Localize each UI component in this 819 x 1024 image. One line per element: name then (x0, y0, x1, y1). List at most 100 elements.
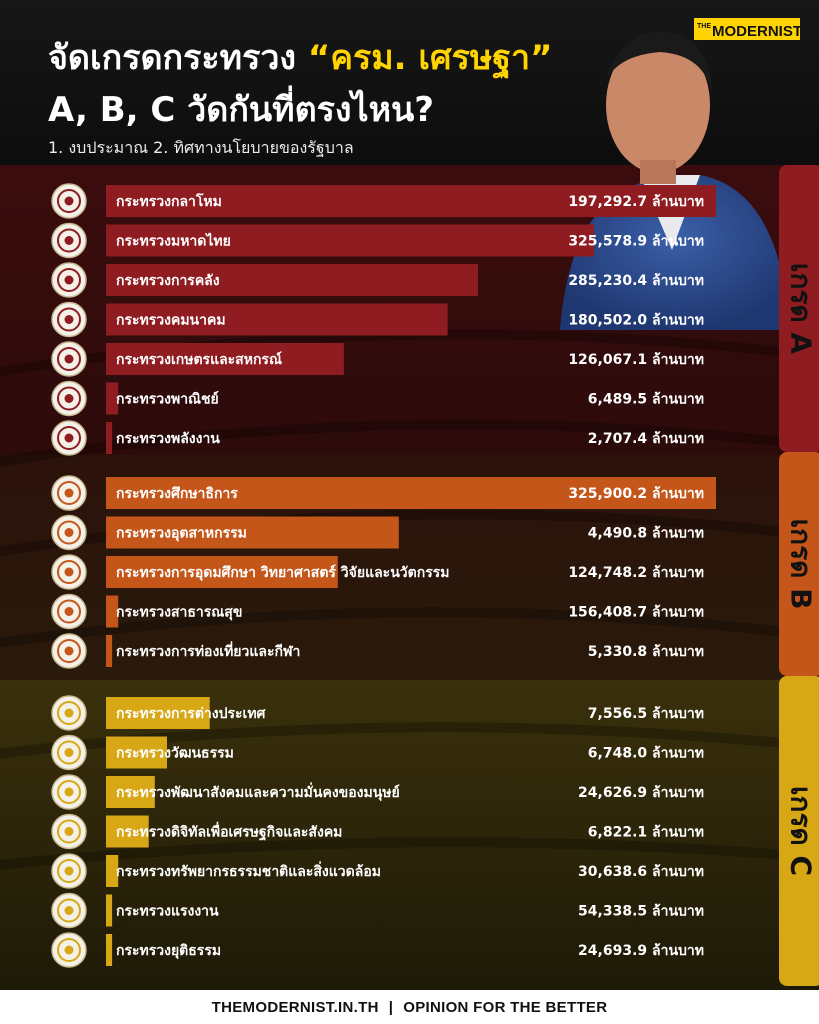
svg-text:MODERNIST: MODERNIST (712, 23, 800, 40)
bar-value-label: 4,490.8 ล้านบาท (588, 526, 704, 542)
bar-value-label: 54,338.5 ล้านบาท (578, 904, 704, 920)
ministry-seal-icon (51, 222, 87, 259)
bar (106, 264, 479, 296)
bar (106, 776, 155, 808)
chart-row: กระทรวงพัฒนาสังคมและความมั่นคงของมนุษย์ 2… (51, 774, 704, 810)
grade-tab-label: เกรด B (785, 519, 818, 610)
grade-group: เกรด A กระทรวงกลาโหม 197,292.7 ล้านบาทกระท… (51, 165, 819, 456)
ministry-seal-icon (51, 301, 87, 338)
bar-value-label: 325,900.2 ล้านบาท (568, 486, 704, 502)
bar-category-label: กระทรวงศึกษาธิการ (116, 485, 238, 502)
budget-chart: เกรด A กระทรวงกลาโหม 197,292.7 ล้านบาทกระท… (51, 165, 819, 986)
footer: THEMODERNIST.IN.TH | OPINION FOR THE BET… (0, 990, 819, 1024)
bar-category-label: กระทรวงวัฒนธรรม (116, 746, 234, 762)
bar-category-label: กระทรวงกลาโหม (116, 192, 222, 210)
title-text: จัดเกรดกระทรวง (48, 38, 308, 78)
grade-tab (779, 452, 819, 676)
bar-value-label: 156,408.7 ล้านบาท (568, 605, 704, 621)
bar (106, 303, 448, 336)
bar (106, 736, 167, 769)
ministry-seal-icon (51, 514, 87, 551)
bar (106, 477, 716, 509)
grade-tab (779, 676, 819, 986)
bar (106, 894, 113, 927)
bar (106, 185, 716, 217)
footer-site[interactable]: THEMODERNIST.IN.TH (211, 998, 379, 1016)
chart-row: กระทรวงวัฒนธรรม 6,748.0 ล้านบาท (51, 734, 704, 771)
svg-text:THE: THE (697, 23, 711, 30)
bar-category-label: กระทรวงคมนาคม (116, 313, 226, 329)
chart-row: กระทรวงทรัพยากรธรรมชาติและสิ่งแวดล้อม 30,… (51, 853, 704, 889)
bar (106, 635, 113, 667)
ministry-seal-icon (51, 341, 87, 377)
chart-row: กระทรวงแรงงาน 54,338.5 ล้านบาท (51, 892, 704, 929)
bar-category-label: กระทรวงการต่างประเทศ (116, 706, 267, 722)
footer-tagline: OPINION FOR THE BETTER (403, 998, 608, 1016)
bar (106, 934, 113, 966)
ministry-seal-icon (51, 932, 87, 968)
chart-row: กระทรวงดิจิทัลเพื่อเศรษฐกิจและสังคม 6,822… (51, 813, 704, 850)
ministry-seal-icon (51, 695, 87, 731)
grade-tab-label: เกรด C (785, 786, 818, 876)
ministry-seal-icon (51, 554, 87, 590)
bar-category-label: กระทรวงสาธารณสุข (116, 605, 242, 621)
bar (106, 595, 119, 628)
brand-logo: THE MODERNIST (694, 18, 800, 40)
chart-row: กระทรวงการคลัง 285,230.4 ล้านบาท (51, 262, 704, 298)
chart-row: กระทรวงเกษตรและสหกรณ์ 126,067.1 ล้านบาท (51, 341, 704, 377)
bar-category-label: กระทรวงการคลัง (116, 273, 220, 289)
bar-category-label: กระทรวงพาณิชย์ (116, 391, 219, 408)
chart-row: กระทรวงสาธารณสุข 156,408.7 ล้านบาท (51, 593, 704, 630)
bar-value-label: 24,693.9 ล้านบาท (578, 943, 704, 959)
bar (106, 382, 119, 415)
footer-separator: | (388, 998, 394, 1016)
bar-category-label: กระทรวงยุติธรรม (116, 943, 221, 959)
bar-value-label: 6,489.5 ล้านบาท (588, 392, 704, 408)
bar (106, 815, 149, 848)
chart-row: กระทรวงการอุดมศึกษา วิทยาศาสตร์ วิจัยและ… (51, 554, 704, 590)
ministry-seal-icon (51, 262, 87, 298)
chart-row: กระทรวงอุตสาหกรรม 4,490.8 ล้านบาท (51, 514, 704, 551)
bar-category-label: กระทรวงดิจิทัลเพื่อเศรษฐกิจและสังคม (116, 822, 342, 842)
grade-group: เกรด C กระทรวงการต่างประเทศ 7,556.5 ล้านบา… (51, 676, 819, 986)
ministry-seal-icon (51, 380, 87, 417)
chart-row: กระทรวงกลาโหม 197,292.7 ล้านบาท (51, 183, 716, 219)
chart-row: กระทรวงคมนาคม 180,502.0 ล้านบาท (51, 301, 704, 338)
bar-category-label: กระทรวงทรัพยากรธรรมชาติและสิ่งแวดล้อม (116, 861, 381, 880)
ministry-seal-icon (51, 183, 87, 219)
bar-category-label: กระทรวงการท่องเที่ยวและกีฬา (116, 641, 300, 660)
chart-row: กระทรวงพาณิชย์ 6,489.5 ล้านบาท (51, 380, 704, 417)
bar (106, 224, 594, 257)
bar-category-label: กระทรวงมหาดไทย (116, 232, 231, 250)
page-title-line2: A, B, C วัดกันที่ตรงไหน? (48, 90, 434, 130)
ministry-seal-icon (51, 633, 87, 669)
bar (106, 697, 210, 729)
chart-row: กระทรวงมหาดไทย 325,578.9 ล้านบาท (51, 222, 704, 259)
bar-value-label: 7,556.5 ล้านบาท (588, 706, 704, 722)
chart-row: กระทรวงยุติธรรม 24,693.9 ล้านบาท (51, 932, 704, 968)
bar-value-label: 325,578.9 ล้านบาท (568, 234, 704, 250)
ministry-seal-icon (51, 813, 87, 850)
bar-category-label: กระทรวงแรงงาน (116, 904, 219, 920)
bar-value-label: 6,748.0 ล้านบาท (588, 746, 704, 762)
grade-tab-label: เกรด A (785, 263, 818, 354)
chart-row: กระทรวงการต่างประเทศ 7,556.5 ล้านบาท (51, 695, 704, 731)
bar (106, 855, 119, 887)
bar-value-label: 2,707.4 ล้านบาท (588, 431, 704, 447)
page-title: จัดเกรดกระทรวง “ครม. เศรษฐา” (48, 30, 552, 84)
bar-value-label: 126,067.1 ล้านบาท (568, 352, 704, 368)
bar (106, 556, 338, 588)
bar-category-label: กระทรวงพลังงาน (116, 431, 220, 447)
bar (106, 422, 113, 454)
bar (106, 516, 399, 549)
ministry-seal-icon (51, 475, 87, 511)
bar-category-label: กระทรวงพัฒนาสังคมและความมั่นคงของมนุษย์ (116, 782, 400, 801)
bar-value-label: 6,822.1 ล้านบาท (588, 825, 704, 841)
bar-value-label: 24,626.9 ล้านบาท (578, 785, 704, 801)
chart-row: กระทรวงการท่องเที่ยวและกีฬา 5,330.8 ล้านบ… (51, 633, 704, 669)
ministry-seal-icon (51, 853, 87, 889)
ministry-seal-icon (51, 892, 87, 929)
bar-value-label: 180,502.0 ล้านบาท (568, 313, 704, 329)
grade-tab (779, 165, 819, 452)
